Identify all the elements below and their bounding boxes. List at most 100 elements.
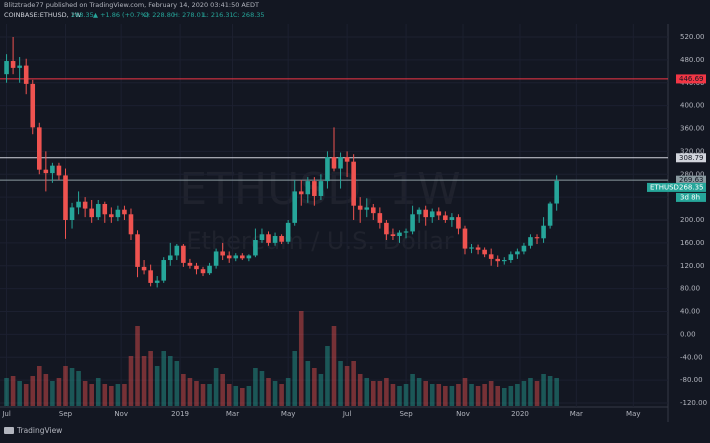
level-label: 446.69 xyxy=(679,75,704,83)
candle-body xyxy=(298,191,304,195)
volume-bar xyxy=(4,378,9,406)
candle-body xyxy=(384,222,389,235)
volume-bar xyxy=(240,388,245,406)
candle-body xyxy=(135,234,140,267)
y-tick-label: 80.00 xyxy=(680,285,700,293)
volume-bar xyxy=(200,384,206,406)
volume-bar xyxy=(135,326,140,406)
level-label: 308.79 xyxy=(679,154,704,162)
candle-body xyxy=(344,157,350,162)
candle-body xyxy=(292,191,297,223)
volume-bar xyxy=(547,376,553,406)
x-tick-label: 2019 xyxy=(171,410,189,418)
volume-bar xyxy=(508,386,514,406)
candle-body xyxy=(410,214,415,232)
last-price-box xyxy=(647,182,706,192)
volume-bar xyxy=(63,366,68,406)
countdown-box xyxy=(676,192,706,202)
candle-body xyxy=(200,269,206,274)
y-tick-label: -40.00 xyxy=(680,353,703,361)
x-tick-label: Nov xyxy=(456,410,470,418)
y-tick-label: -120.00 xyxy=(680,399,707,407)
candle-body xyxy=(56,165,62,176)
volume-bar xyxy=(95,378,101,406)
candle-body xyxy=(122,209,127,215)
ohlc: C: 268.35 xyxy=(233,11,265,19)
footer-bar xyxy=(0,423,710,439)
volume-bar xyxy=(56,378,62,406)
volume-bar xyxy=(338,361,343,406)
x-tick-label: May xyxy=(626,410,640,418)
volume-bar xyxy=(37,366,42,406)
last-price: 268.35 xyxy=(679,183,704,191)
volume-bar xyxy=(246,386,252,406)
volume-bar xyxy=(76,371,81,406)
volume-bar xyxy=(122,384,127,406)
candle-body xyxy=(443,215,448,220)
volume-bar xyxy=(515,384,520,406)
candle-body xyxy=(240,255,245,259)
candle-body xyxy=(4,61,9,75)
candle-body xyxy=(37,127,42,170)
volume-bar xyxy=(43,374,49,406)
x-tick-label: Mar xyxy=(226,410,239,418)
volume-bar xyxy=(89,384,94,406)
candle-body xyxy=(253,240,258,256)
symbol: COINBASE:ETHUSD, 1W xyxy=(4,11,82,19)
candle-body xyxy=(174,245,180,256)
volume-bar xyxy=(161,351,167,406)
candle-body xyxy=(338,157,343,169)
logo xyxy=(4,427,14,434)
y-tick-label: 480.00 xyxy=(680,56,705,64)
candle-body xyxy=(534,237,540,239)
volume-bar xyxy=(534,381,540,406)
candle-body xyxy=(272,236,278,243)
candle-body xyxy=(515,251,520,255)
y-tick-label: 520.00 xyxy=(680,33,705,41)
volume-bar xyxy=(482,384,487,406)
volume-bar xyxy=(449,386,455,406)
volume-bar xyxy=(181,374,186,406)
volume-bar xyxy=(384,378,389,406)
x-tick-label: Nov xyxy=(114,410,128,418)
change: ▲ +1.86 (+0.7%) xyxy=(93,11,149,19)
candle-body xyxy=(115,209,121,218)
candle-body xyxy=(109,214,114,218)
candle-body xyxy=(488,254,494,259)
candle-body xyxy=(266,234,271,243)
candle-body xyxy=(351,161,356,206)
volume-bar xyxy=(351,361,356,406)
volume-bar xyxy=(423,381,428,406)
candle-body xyxy=(187,262,193,266)
candle-body xyxy=(416,209,422,215)
volume-bar xyxy=(331,326,337,406)
candle-body xyxy=(305,181,311,195)
volume-bar xyxy=(207,384,212,406)
volume-bar xyxy=(456,384,461,406)
volume-bar xyxy=(226,384,232,406)
candle-body xyxy=(449,217,455,220)
candle-body xyxy=(390,234,396,237)
level-box xyxy=(676,74,706,84)
volume-bar xyxy=(266,378,271,406)
candle-body xyxy=(194,265,199,270)
y-tick-label: 120.00 xyxy=(680,262,705,270)
candle-body xyxy=(102,203,108,215)
volume-bar xyxy=(259,371,265,406)
volume-bar xyxy=(213,368,219,406)
candle-body xyxy=(501,260,507,262)
level-box xyxy=(676,153,706,163)
y-tick-label: 280.00 xyxy=(680,170,705,178)
volume-bar xyxy=(554,378,559,406)
volume-bar xyxy=(364,378,370,406)
price: 268.35 xyxy=(71,11,94,19)
candle-body xyxy=(364,207,370,210)
candle-body xyxy=(331,157,337,169)
volume-bar xyxy=(521,381,527,406)
volume-bar xyxy=(292,351,297,406)
candle-body xyxy=(226,255,232,259)
candle-body xyxy=(10,61,16,68)
volume-bar xyxy=(325,346,330,406)
candle-body xyxy=(312,181,317,196)
